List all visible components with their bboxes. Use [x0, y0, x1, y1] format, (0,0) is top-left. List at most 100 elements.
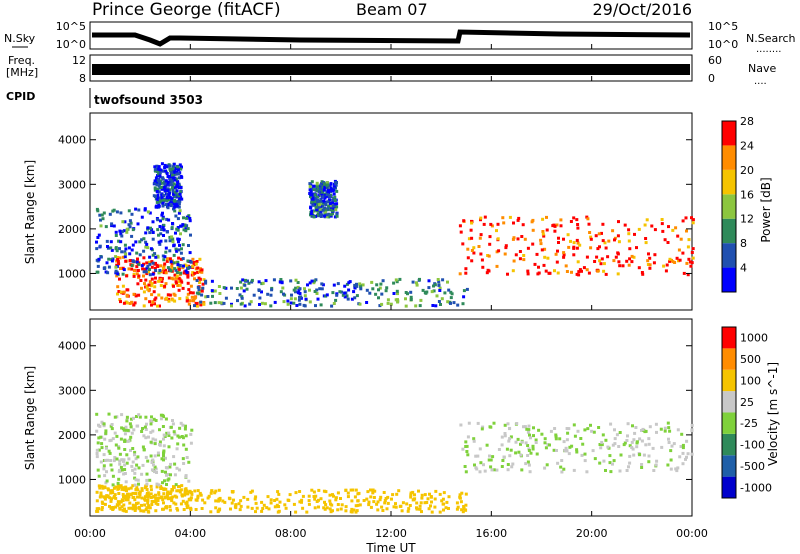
scatter-cell: [394, 505, 398, 509]
scatter-cell: [230, 304, 233, 308]
scatter-cell: [309, 193, 313, 197]
scatter-cell: [544, 269, 548, 273]
scatter-cell: [98, 244, 102, 248]
scatter-cell: [344, 505, 348, 509]
scatter-cell: [109, 491, 113, 495]
scatter-cell: [640, 463, 644, 466]
scatter-cell: [514, 440, 518, 444]
scatter-cell: [302, 303, 306, 307]
colorbar-swatch: [722, 194, 736, 219]
scatter-cell: [392, 505, 396, 509]
scatter-cell: [163, 284, 167, 288]
scatter-cell: [310, 187, 314, 191]
scatter-cell: [130, 212, 134, 216]
scatter-cell: [490, 224, 494, 228]
scatter-cell: [321, 208, 325, 212]
scatter-cell: [439, 303, 442, 306]
scatter-cell: [119, 290, 123, 294]
scatter-cell: [516, 218, 520, 222]
scatter-cell: [266, 292, 270, 296]
scatter-cell: [466, 256, 470, 260]
scatter-cell: [383, 499, 387, 502]
scatter-cell: [323, 500, 326, 504]
scatter-cell: [130, 431, 134, 435]
scatter-cell: [169, 269, 173, 273]
scatter-cell: [568, 445, 572, 449]
scatter-cell: [195, 260, 199, 263]
scatter-cell: [150, 303, 153, 307]
scatter-cell: [327, 204, 331, 208]
scatter-cell: [544, 446, 548, 450]
scatter-cell: [230, 501, 234, 505]
scatter-cell: [653, 253, 657, 257]
scatter-cell: [154, 467, 158, 471]
scatter-cell: [308, 300, 312, 304]
scatter-cell: [99, 255, 103, 259]
scatter-cell: [125, 227, 129, 231]
scatter-cell: [155, 200, 159, 204]
scatter-cell: [171, 222, 174, 225]
scatter-cell: [407, 507, 411, 511]
scatter-cell: [135, 251, 139, 255]
scatter-cell: [157, 271, 161, 275]
scatter-cell: [156, 451, 160, 455]
scatter-cell: [432, 284, 435, 288]
scatter-cell: [120, 413, 124, 417]
scatter-cell: [502, 455, 506, 459]
scatter-cell: [214, 489, 218, 493]
scatter-cell: [158, 225, 162, 228]
scatter-cell: [163, 495, 167, 499]
scatter-cell: [691, 221, 695, 225]
scatter-cell: [99, 224, 103, 228]
power-ylabel: Slant Range [km]: [23, 160, 37, 264]
scatter-cell: [200, 270, 204, 274]
scatter-cell: [301, 494, 305, 498]
scatter-cell: [645, 218, 649, 222]
scatter-cell: [459, 423, 463, 427]
scatter-cell: [395, 280, 399, 284]
scatter-cell: [185, 456, 189, 459]
scatter-cell: [467, 421, 471, 425]
scatter-cell: [508, 215, 512, 219]
scatter-cell: [625, 439, 629, 442]
scatter-cell: [163, 255, 167, 259]
y-tick-label: 1000: [58, 267, 86, 280]
scatter-cell: [309, 206, 312, 210]
scatter-cell: [176, 237, 180, 241]
scatter-cell: [124, 247, 128, 251]
scatter-cell: [153, 252, 157, 256]
scatter-cell: [488, 454, 491, 458]
scatter-cell: [303, 287, 306, 291]
scatter-cell: [443, 291, 447, 295]
scatter-cell: [97, 484, 101, 488]
scatter-cell: [189, 432, 193, 436]
scatter-cell: [506, 468, 510, 472]
scatter-cell: [129, 448, 132, 452]
scatter-cell: [141, 427, 144, 430]
scatter-cell: [329, 502, 332, 506]
scatter-cell: [177, 205, 181, 209]
scatter-cell: [184, 447, 188, 451]
scatter-cell: [180, 484, 184, 488]
scatter-cell: [148, 273, 152, 277]
scatter-cell: [246, 497, 250, 501]
scatter-cell: [143, 495, 147, 499]
scatter-cell: [203, 501, 207, 505]
scatter-cell: [523, 425, 527, 429]
scatter-cell: [334, 498, 338, 502]
scatter-cell: [690, 452, 694, 456]
scatter-cell: [565, 427, 569, 430]
scatter-cell: [156, 228, 160, 232]
scatter-cell: [648, 263, 652, 267]
scatter-cell: [191, 291, 195, 295]
scatter-cell: [628, 257, 632, 261]
scatter-cell: [630, 446, 634, 449]
scatter-cell: [394, 278, 398, 282]
scatter-cell: [109, 499, 113, 503]
scatter-cell: [168, 191, 171, 195]
scatter-cell: [543, 441, 547, 445]
scatter-cell: [452, 301, 456, 305]
scatter-cell: [119, 437, 123, 441]
scatter-cell: [331, 201, 335, 205]
scatter-cell: [197, 288, 201, 292]
